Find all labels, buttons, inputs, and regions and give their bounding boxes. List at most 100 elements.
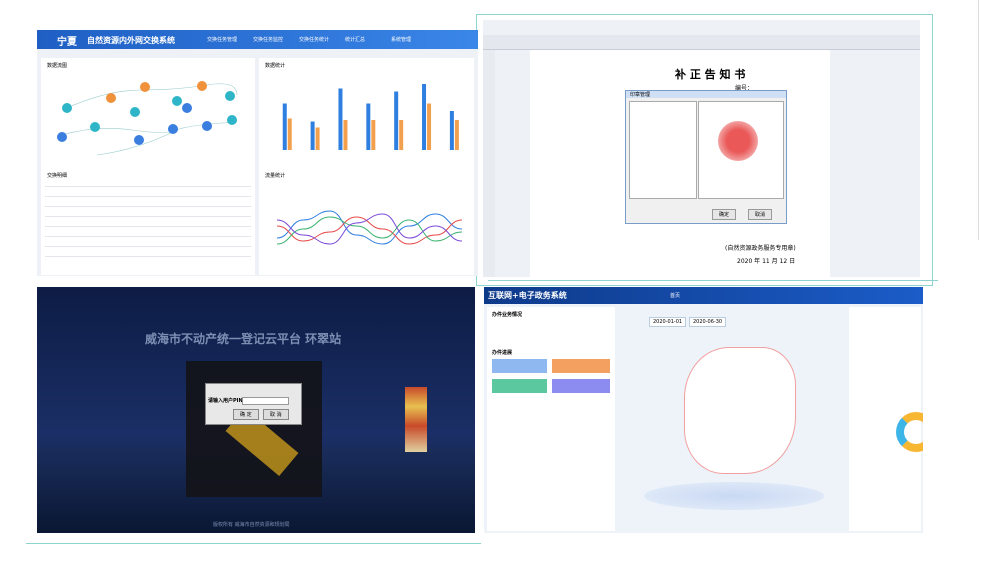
- bar: [454, 120, 459, 150]
- sidebar: [483, 50, 495, 277]
- bar: [449, 111, 454, 150]
- nav-item[interactable]: 交换任务统计: [299, 37, 330, 43]
- dialog: 印章管理 确定 取消: [625, 90, 787, 224]
- screen-document: 补 正 告 知 书 编号： 印章管理 确定 取消 (自然资源政务服务专用章) 2…: [483, 20, 920, 277]
- screen-egov: 互联网+电子政务系统 首页 办件业务情况 办件进展 2020-01-01 202…: [484, 287, 923, 533]
- title: 威海市不动产统一登记云平台 环翠站: [145, 332, 342, 346]
- bar: [338, 88, 343, 150]
- node: [168, 124, 178, 134]
- nav-item[interactable]: 统计汇总: [345, 37, 366, 43]
- flow-graph: [61, 83, 238, 156]
- date-to[interactable]: 2020-06-30: [689, 317, 727, 327]
- platform: [644, 482, 824, 510]
- left-panel: [487, 307, 615, 531]
- tl-graphics: [57, 81, 463, 245]
- line: [276, 213, 463, 245]
- table-row: [45, 216, 251, 217]
- node: [57, 132, 67, 142]
- tree: [629, 101, 697, 199]
- line: [276, 210, 463, 245]
- node: [197, 81, 207, 91]
- title: 互联网+电子政务系统: [488, 291, 567, 300]
- line: [276, 216, 463, 245]
- bar: [343, 120, 348, 150]
- cancel-button[interactable]: 取 消: [263, 409, 289, 420]
- map: [684, 347, 796, 474]
- screen-login: 威海市不动产统一登记云平台 环翠站 请输入用户PIN口令 确 定 取 消 版权所…: [37, 287, 475, 533]
- bar: [394, 91, 399, 150]
- panel-title: 流量统计: [265, 173, 286, 179]
- toolbar: [483, 35, 920, 50]
- screen-exchange: 宁夏 自然资源内外网交换系统 数据流图 数据统计 交换明细 流量统计 交换任务管…: [37, 30, 478, 276]
- node: [225, 91, 235, 101]
- lighthouse: [405, 387, 427, 452]
- tile: [552, 379, 610, 393]
- section-title: 办件进展: [492, 350, 513, 356]
- link: [66, 83, 238, 109]
- tile: [492, 359, 547, 373]
- seal-note: (自然资源政务服务专用章): [725, 245, 796, 252]
- frame: [488, 280, 938, 281]
- table-row: [45, 206, 251, 207]
- bar: [287, 118, 292, 150]
- panel: [259, 169, 474, 275]
- node: [90, 122, 100, 132]
- ok-button[interactable]: 确 定: [233, 409, 259, 420]
- table-row: [45, 246, 251, 247]
- table-row: [45, 256, 251, 257]
- bar: [282, 103, 287, 150]
- nodes: [57, 81, 237, 145]
- panel-title: 交换明细: [47, 173, 68, 179]
- table-row: [45, 226, 251, 227]
- nav-item[interactable]: 首页: [670, 293, 681, 299]
- ok-button[interactable]: 确定: [712, 209, 737, 220]
- footer: 版权所有 威海市自然资源和规划局: [213, 522, 290, 528]
- node: [130, 107, 140, 117]
- nav-item[interactable]: 交换任务管理: [207, 37, 238, 43]
- doc-title: 补 正 告 知 书: [675, 68, 746, 81]
- table-row: [45, 196, 251, 197]
- bar: [315, 127, 320, 150]
- pin-input[interactable]: [242, 397, 289, 405]
- seal: [718, 121, 758, 161]
- panel-title: 数据统计: [265, 63, 286, 69]
- node: [134, 135, 144, 145]
- doc-no: 编号：: [735, 85, 754, 92]
- date: 2020 年 11 月 12 日: [737, 258, 796, 265]
- node: [62, 103, 72, 113]
- bar: [422, 84, 427, 150]
- node: [227, 115, 237, 125]
- nav-item[interactable]: 交换任务监控: [253, 37, 284, 43]
- node: [140, 82, 150, 92]
- pin-prompt: 请输入用户PIN口令: [208, 398, 253, 404]
- node: [172, 96, 182, 106]
- node: [202, 121, 212, 131]
- frame: [978, 0, 979, 240]
- donut: [896, 412, 923, 452]
- header: [484, 287, 923, 304]
- line: [276, 216, 463, 245]
- bar: [310, 121, 315, 150]
- section-title: 办件业务情况: [492, 312, 523, 318]
- table-row: [45, 236, 251, 237]
- bar: [427, 103, 432, 150]
- dialog-bar: [626, 91, 786, 98]
- link: [96, 129, 178, 156]
- panel-title: 数据流图: [47, 63, 68, 69]
- frame: [26, 543, 481, 544]
- panel: [41, 58, 255, 191]
- bar: [399, 120, 404, 150]
- header: [37, 30, 478, 49]
- date-from[interactable]: 2020-01-01: [649, 317, 687, 327]
- nav-item[interactable]: 系统管理: [391, 37, 412, 43]
- tile: [492, 379, 547, 393]
- table-row: [45, 186, 251, 187]
- cancel-button[interactable]: 取消: [748, 209, 773, 220]
- title: 自然资源内外网交换系统: [87, 36, 175, 45]
- bar: [371, 120, 376, 150]
- node: [106, 93, 116, 103]
- tile: [552, 359, 610, 373]
- bar: [366, 103, 371, 150]
- brand: 宁夏: [57, 37, 77, 48]
